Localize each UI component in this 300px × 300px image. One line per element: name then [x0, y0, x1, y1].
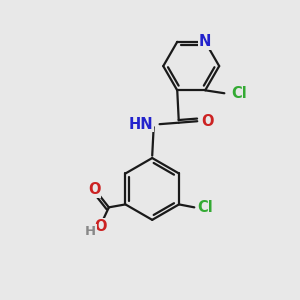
Text: O: O	[88, 182, 100, 197]
Text: N: N	[199, 34, 211, 50]
Text: H: H	[85, 225, 96, 238]
Text: O: O	[201, 114, 213, 129]
Text: Cl: Cl	[232, 86, 247, 101]
Text: HN: HN	[129, 117, 154, 132]
Text: Cl: Cl	[197, 200, 213, 215]
Text: O: O	[95, 219, 107, 234]
